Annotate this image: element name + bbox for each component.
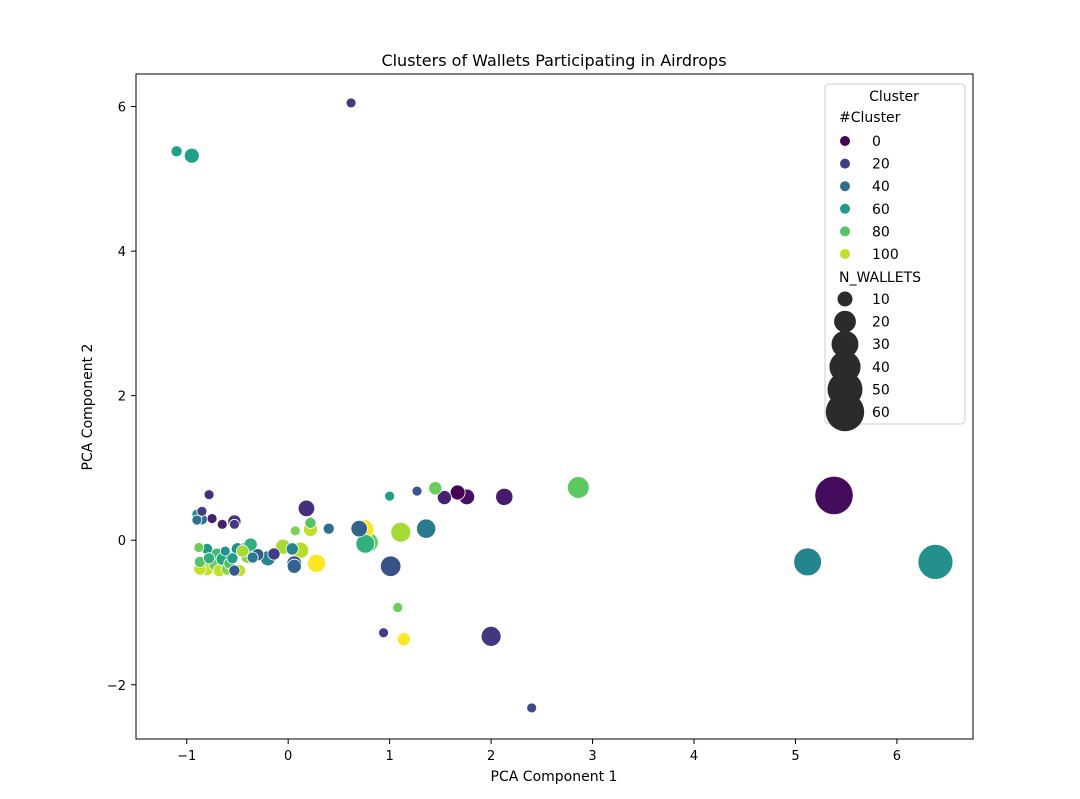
data-point bbox=[322, 522, 335, 535]
legend-hue-label: 40 bbox=[872, 179, 890, 195]
data-point bbox=[345, 97, 357, 109]
legend-hue-marker bbox=[840, 181, 850, 192]
data-point bbox=[307, 553, 327, 573]
data-point bbox=[436, 490, 452, 506]
x-tick-label: 6 bbox=[893, 749, 901, 764]
y-tick-label: −2 bbox=[107, 679, 126, 694]
data-point bbox=[428, 481, 443, 496]
data-point bbox=[226, 552, 239, 565]
y-tick-label: 2 bbox=[118, 390, 126, 405]
data-point bbox=[793, 547, 822, 577]
x-tick-label: 1 bbox=[385, 749, 393, 764]
x-ticks: −1 0 1 2 3 4 5 6 bbox=[177, 739, 901, 764]
legend-hue-marker bbox=[840, 136, 850, 146]
data-point bbox=[297, 499, 316, 518]
legend-size-title: N_WALLETS bbox=[839, 270, 921, 286]
y-tick-label: 4 bbox=[118, 245, 126, 260]
data-point bbox=[814, 475, 854, 516]
data-point bbox=[526, 702, 538, 714]
x-tick-label: 0 bbox=[284, 749, 292, 764]
data-point bbox=[203, 489, 215, 501]
data-point bbox=[289, 525, 301, 537]
y-axis-label: PCA Component 2 bbox=[80, 344, 96, 471]
legend-size-marker bbox=[825, 392, 865, 432]
legend-size-label: 30 bbox=[872, 337, 890, 353]
legend-size-marker bbox=[834, 310, 856, 333]
data-point bbox=[304, 516, 317, 529]
data-point bbox=[416, 518, 437, 539]
data-point bbox=[193, 542, 205, 553]
x-tick-label: 5 bbox=[791, 749, 799, 764]
legend-hue-label: 80 bbox=[872, 224, 890, 240]
legend-title: Cluster bbox=[869, 89, 919, 105]
data-point bbox=[206, 513, 218, 524]
x-tick-label: 4 bbox=[690, 749, 698, 764]
data-point bbox=[191, 514, 203, 526]
y-tick-label: 6 bbox=[118, 101, 126, 116]
legend-hue-label: 60 bbox=[872, 202, 890, 218]
data-point bbox=[390, 521, 412, 543]
data-point bbox=[229, 518, 240, 530]
data-point bbox=[183, 147, 200, 164]
data-point bbox=[246, 551, 259, 564]
x-tick-label: 2 bbox=[487, 749, 495, 764]
legend-hue-marker bbox=[840, 226, 850, 237]
data-point bbox=[379, 555, 402, 577]
data-point bbox=[378, 627, 389, 639]
data-point bbox=[216, 518, 228, 530]
data-points bbox=[170, 97, 954, 714]
legend-size-label: 50 bbox=[872, 382, 890, 398]
legend-size-marker bbox=[837, 291, 853, 307]
legend-size-label: 60 bbox=[872, 405, 890, 421]
data-point bbox=[384, 490, 396, 502]
data-point bbox=[411, 485, 423, 497]
data-point bbox=[285, 542, 299, 556]
y-ticks: −2 0 2 4 6 bbox=[107, 101, 136, 694]
x-tick-label: −1 bbox=[177, 749, 196, 764]
data-point bbox=[286, 558, 302, 574]
legend-hue-label: 100 bbox=[872, 247, 899, 263]
legend-size-label: 40 bbox=[872, 360, 890, 376]
legend-frame bbox=[824, 83, 966, 425]
data-point bbox=[236, 544, 250, 558]
data-point bbox=[267, 547, 281, 561]
plot-area-frame bbox=[135, 73, 974, 740]
data-point bbox=[170, 145, 183, 158]
data-point bbox=[219, 545, 231, 557]
legend-size-label: 10 bbox=[872, 292, 890, 308]
data-point bbox=[480, 625, 502, 647]
data-point bbox=[917, 544, 954, 580]
data-point bbox=[350, 519, 368, 538]
data-point bbox=[196, 505, 208, 517]
legend-hue-marker bbox=[840, 203, 850, 214]
legend: Cluster #Cluster N_WALLETS 020406080100 … bbox=[824, 83, 966, 432]
legend-hue-title: #Cluster bbox=[839, 110, 901, 126]
data-point bbox=[396, 632, 411, 647]
data-point bbox=[228, 564, 241, 577]
legend-hue-marker bbox=[840, 158, 850, 169]
legend-hue-label: 20 bbox=[872, 157, 890, 173]
legend-hue-marker bbox=[840, 249, 850, 259]
data-point bbox=[392, 602, 404, 613]
data-point bbox=[203, 552, 216, 565]
chart-title: Clusters of Wallets Participating in Air… bbox=[381, 51, 726, 70]
legend-hue-label: 0 bbox=[872, 134, 881, 150]
x-tick-label: 3 bbox=[588, 749, 596, 764]
data-point bbox=[495, 487, 514, 506]
legend-size-marker bbox=[831, 330, 859, 358]
y-tick-label: 0 bbox=[118, 534, 126, 549]
data-point bbox=[567, 476, 590, 499]
legend-size-label: 20 bbox=[872, 315, 890, 331]
data-point bbox=[449, 484, 466, 501]
x-axis-label: PCA Component 1 bbox=[491, 769, 618, 785]
